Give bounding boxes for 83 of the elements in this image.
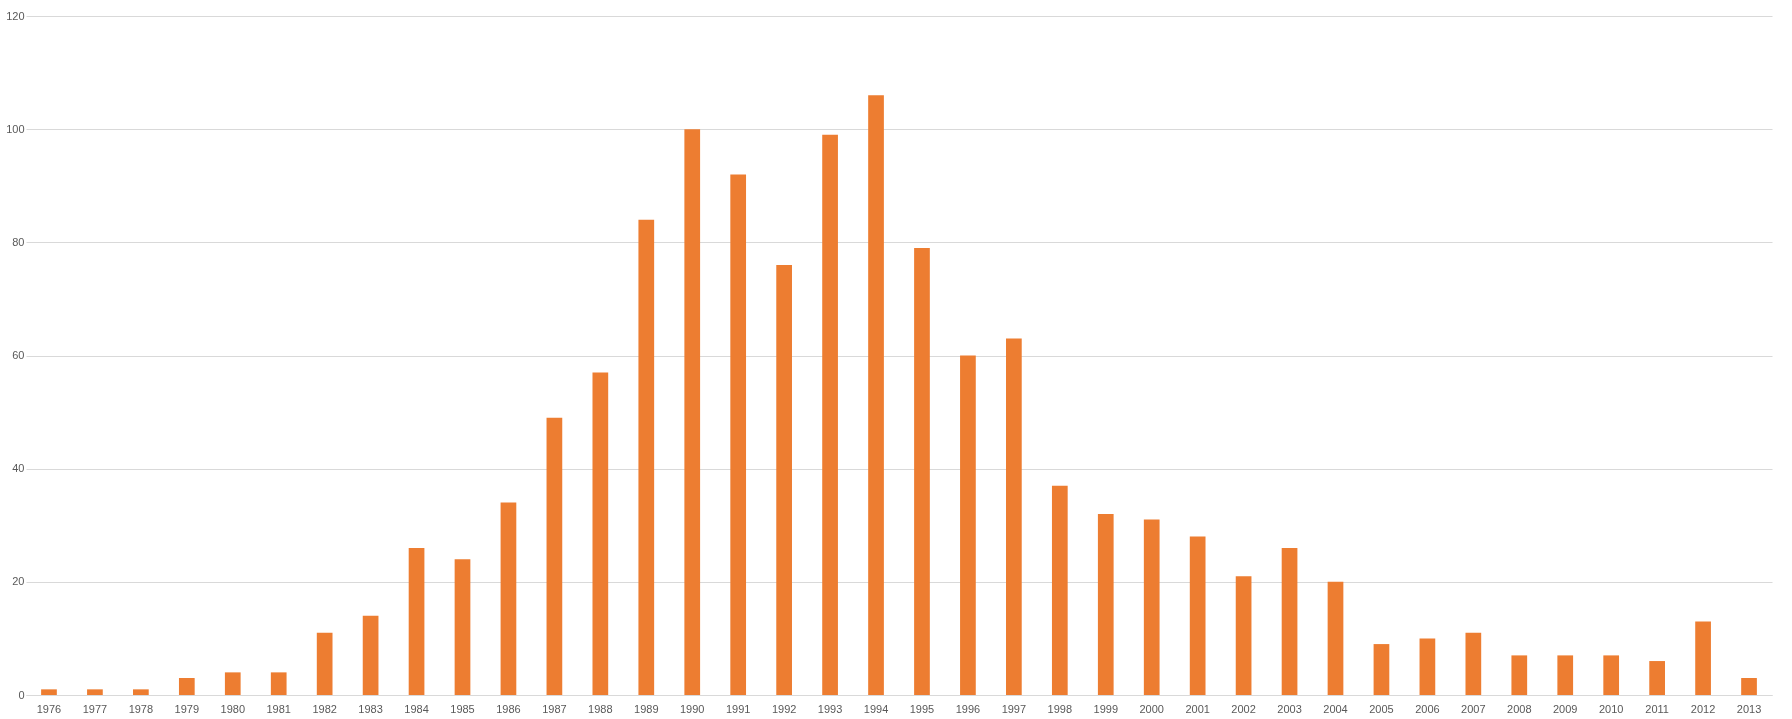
x-tick-label: 1997 [1001, 702, 1027, 715]
bar [1143, 519, 1160, 695]
bar [1557, 655, 1574, 695]
bar [592, 372, 609, 695]
bar [1281, 547, 1298, 695]
x-tick-label: 1977 [82, 702, 108, 715]
x-tick-label: 1996 [955, 702, 981, 715]
x-tick-label: 2009 [1552, 702, 1578, 715]
bar [408, 547, 425, 695]
bar [178, 678, 195, 695]
bar [1511, 655, 1528, 695]
x-tick-label: 1979 [174, 702, 200, 715]
bar [914, 247, 930, 695]
x-tick-label: 2006 [1415, 702, 1440, 715]
x-tick-label: 2012 [1690, 702, 1716, 715]
x-tick-label: 1981 [266, 702, 291, 715]
bar [1465, 632, 1482, 695]
bar [1419, 638, 1436, 695]
y-tick-label: 60 [12, 349, 25, 361]
x-tick-label: 1993 [817, 702, 843, 715]
x-tick-label: 1987 [542, 702, 567, 715]
x-tick-label: 2007 [1461, 702, 1486, 715]
x-tick-label: 1986 [496, 702, 521, 715]
bar [1603, 655, 1620, 695]
x-tick-label: 2013 [1736, 702, 1762, 715]
bar [1235, 576, 1252, 695]
x-tick-label: 2004 [1323, 702, 1348, 715]
y-tick-label: 120 [6, 9, 25, 22]
x-tick-label: 1988 [588, 702, 613, 715]
x-tick-label: 1990 [679, 702, 705, 715]
x-tick-label: 1992 [771, 702, 797, 715]
x-tick-label: 2002 [1231, 702, 1256, 715]
y-tick-label: 0 [18, 688, 25, 701]
bar [546, 417, 563, 695]
x-tick-label: 1976 [36, 702, 62, 715]
x-tick-label: 1983 [358, 702, 383, 715]
x-tick-label: 2010 [1598, 702, 1624, 715]
bar [41, 689, 57, 695]
bar [730, 174, 747, 695]
x-tick-label: 1998 [1047, 702, 1073, 715]
bar [822, 134, 838, 695]
bar [362, 615, 379, 695]
x-tick-label: 2000 [1139, 702, 1164, 715]
y-tick-label: 100 [6, 122, 25, 135]
x-tick-label: 1999 [1093, 702, 1119, 715]
bar [133, 689, 149, 695]
bar [500, 502, 517, 695]
bar [454, 559, 471, 695]
x-tick-label: 1995 [909, 702, 935, 715]
bar [316, 632, 333, 695]
x-tick-label: 2008 [1507, 702, 1532, 715]
bar [1649, 661, 1665, 695]
x-tick-label: 2011 [1645, 702, 1669, 715]
bar [1097, 513, 1114, 695]
y-tick-label: 20 [12, 575, 25, 588]
bar [776, 264, 792, 695]
x-tick-label: 2003 [1277, 702, 1302, 715]
bar [1189, 536, 1206, 695]
bar [868, 95, 884, 695]
x-tick-label: 1989 [634, 702, 659, 715]
x-tick-label: 1980 [220, 702, 246, 715]
bar [1741, 678, 1757, 695]
x-tick-label: 1985 [450, 702, 475, 715]
bar [224, 672, 241, 695]
bar [87, 689, 103, 695]
x-tick-label: 1994 [863, 702, 889, 715]
x-tick-label: 1978 [128, 702, 154, 715]
bar [960, 355, 976, 695]
bar [638, 219, 655, 695]
y-tick-label: 40 [12, 462, 25, 475]
x-tick-label: 2005 [1369, 702, 1394, 715]
bar [684, 129, 701, 695]
x-tick-label: 1991 [725, 702, 751, 715]
bar [270, 672, 287, 695]
bar [1695, 621, 1711, 695]
x-tick-label: 1984 [404, 702, 429, 715]
x-tick-label: 2001 [1185, 702, 1210, 715]
bar [1327, 581, 1344, 695]
x-tick-label: 1982 [312, 702, 337, 715]
bar [1051, 485, 1068, 695]
bar [1006, 338, 1022, 695]
y-tick-label: 80 [12, 235, 25, 248]
bar [1373, 644, 1390, 695]
